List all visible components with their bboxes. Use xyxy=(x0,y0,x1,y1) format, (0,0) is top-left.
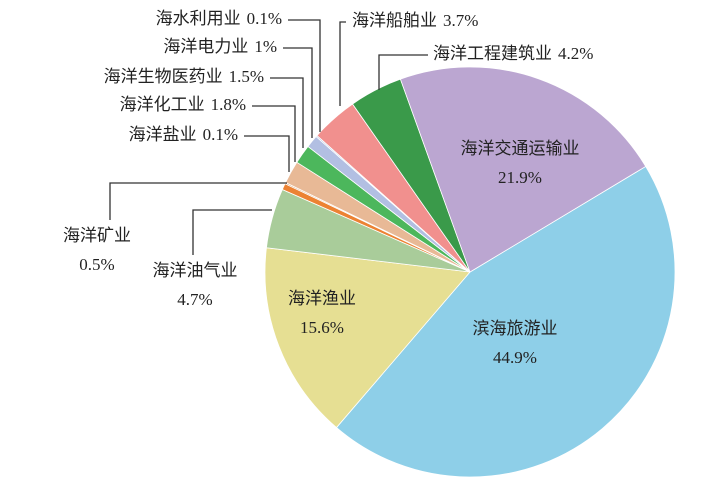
leader-line xyxy=(288,19,321,132)
slice-label: 海洋船舶业 3.7% xyxy=(352,11,478,30)
slice-label: 海水利用业 0.1% xyxy=(156,9,282,28)
slice-label: 海洋电力业 1% xyxy=(163,37,277,56)
category-label: 海洋船舶业 xyxy=(352,11,437,30)
category-label: 海洋化工业 xyxy=(120,95,205,114)
value-label: 44.9% xyxy=(493,348,537,367)
slice-label: 海洋渔业 15.6% xyxy=(288,289,356,337)
leader-line xyxy=(244,135,290,172)
leader-line xyxy=(378,54,428,90)
slice-label: 海洋工程建筑业 4.2% xyxy=(433,44,593,63)
category-label: 海洋工程建筑业 xyxy=(433,44,552,63)
slice-label: 海洋生物医药业 1.5% xyxy=(104,67,264,86)
category-label: 海洋矿业 xyxy=(63,226,131,245)
value-label: 1.5% xyxy=(229,67,264,86)
value-label: 21.9% xyxy=(498,168,542,187)
value-label: 0.1% xyxy=(203,125,238,144)
slice-label: 海洋盐业 0.1% xyxy=(129,125,238,144)
value-label: 3.7% xyxy=(443,11,478,30)
value-label: 15.6% xyxy=(300,318,344,337)
slice-label: 海洋油气业 4.7% xyxy=(153,261,238,309)
category-label: 海水利用业 xyxy=(156,9,241,28)
value-label: 4.7% xyxy=(177,290,212,309)
value-label: 0.5% xyxy=(79,255,114,274)
category-label: 滨海旅游业 xyxy=(473,319,558,338)
value-label: 1% xyxy=(254,37,277,56)
leader-line xyxy=(192,209,272,255)
leader-line xyxy=(252,105,296,162)
slice-label: 滨海旅游业 44.9% xyxy=(473,319,558,367)
category-label: 海洋油气业 xyxy=(153,261,238,280)
value-label: 0.1% xyxy=(247,9,282,28)
leader-line xyxy=(270,77,304,148)
pie-slice xyxy=(335,165,676,478)
leader-line xyxy=(109,182,287,220)
category-label: 海洋盐业 xyxy=(129,125,197,144)
leader-line xyxy=(339,21,346,106)
category-label: 海洋生物医药业 xyxy=(104,67,223,86)
value-label: 1.8% xyxy=(211,95,246,114)
category-label: 海洋电力业 xyxy=(163,37,248,56)
slice-label: 海洋交通运输业 21.9% xyxy=(461,139,580,187)
value-label: 4.2% xyxy=(558,44,593,63)
slice-label: 海洋矿业 0.5% xyxy=(63,226,131,274)
pie-slice xyxy=(399,66,647,273)
slice-label: 海洋化工业 1.8% xyxy=(120,95,246,114)
pie-slice xyxy=(264,247,471,429)
category-label: 海洋渔业 xyxy=(288,289,356,308)
leader-line xyxy=(283,47,313,138)
category-label: 海洋交通运输业 xyxy=(461,139,580,158)
